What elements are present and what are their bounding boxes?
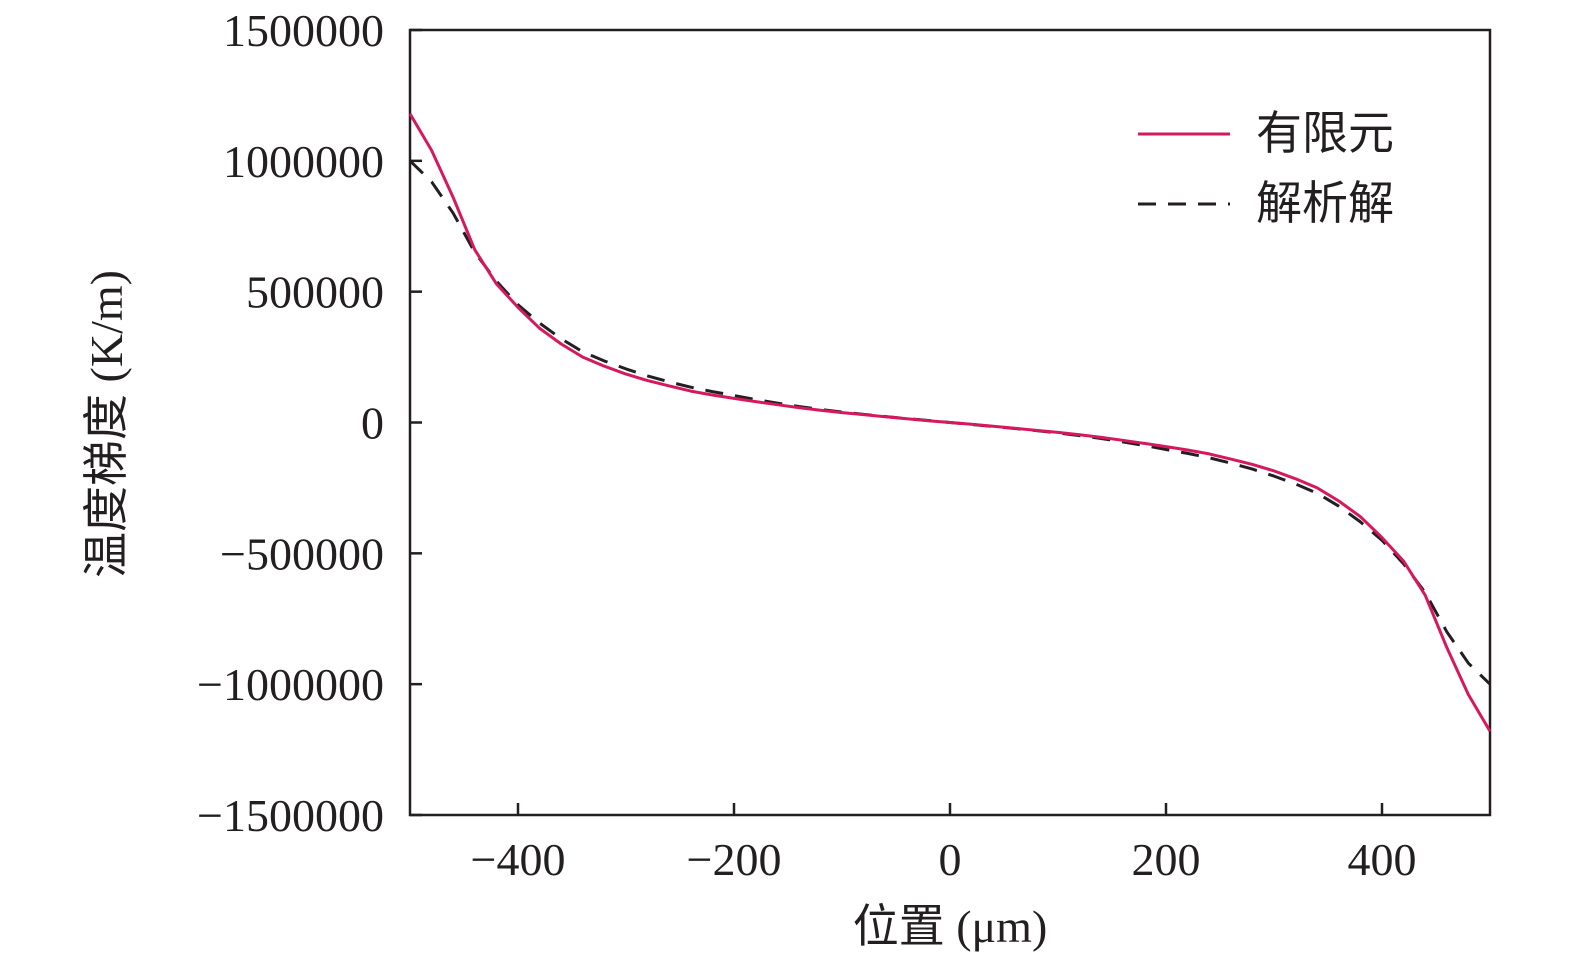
y-tick-label: 1500000 — [223, 5, 384, 56]
x-tick-label: 0 — [939, 834, 962, 885]
y-tick-label: 1000000 — [223, 136, 384, 187]
series-layer — [408, 112, 1492, 733]
x-axis-label: 位置 (μm) — [853, 901, 1048, 952]
legend-label: 有限元 — [1256, 108, 1394, 159]
y-tick-label: 0 — [361, 398, 384, 449]
x-tick-label: 400 — [1348, 834, 1417, 885]
x-tick-label: 200 — [1132, 834, 1201, 885]
x-tick-label: −200 — [687, 834, 782, 885]
series-line-fem — [408, 112, 1492, 733]
legend-label: 解析解 — [1256, 178, 1394, 229]
y-tick-label: 500000 — [246, 267, 384, 318]
y-axis-ticks: 1500000 1000000 500000 0 −500000 −1000000 −150… — [197, 5, 422, 841]
y-tick-label: −1500000 — [197, 790, 384, 841]
y-tick-label: −1000000 — [197, 659, 384, 710]
x-tick-label: −400 — [471, 834, 566, 885]
y-tick-label: −500000 — [220, 528, 384, 579]
y-axis-label: 温度梯度 (K/m) — [81, 270, 132, 578]
x-axis-ticks: −400 −200 0 200 400 — [471, 803, 1417, 885]
